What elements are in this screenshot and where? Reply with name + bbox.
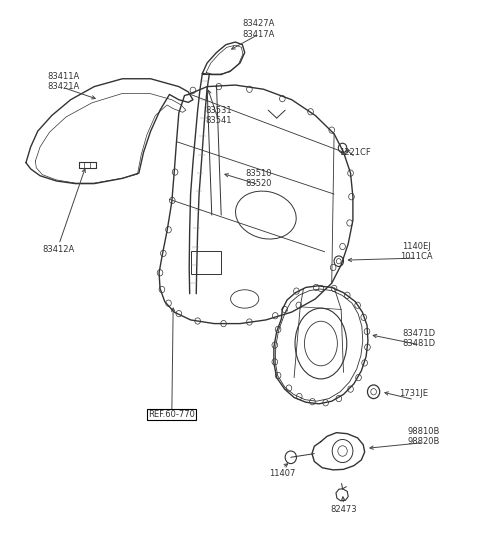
Circle shape (195, 318, 201, 324)
Text: 1221CF: 1221CF (339, 148, 371, 157)
Circle shape (294, 288, 299, 294)
FancyBboxPatch shape (191, 251, 221, 274)
Circle shape (247, 86, 252, 93)
Circle shape (341, 148, 346, 154)
Circle shape (355, 302, 360, 308)
Circle shape (340, 243, 346, 250)
Circle shape (297, 393, 302, 400)
Circle shape (166, 227, 171, 233)
Circle shape (318, 285, 324, 292)
Circle shape (310, 399, 315, 405)
Circle shape (275, 372, 281, 379)
Text: 83531
83541: 83531 83541 (205, 106, 232, 125)
Circle shape (282, 307, 288, 312)
Circle shape (334, 256, 344, 266)
Circle shape (364, 328, 370, 334)
Circle shape (338, 143, 347, 152)
Circle shape (347, 220, 352, 226)
Text: 83427A
83417A: 83427A 83417A (242, 19, 275, 39)
Circle shape (247, 319, 252, 325)
Text: 82473: 82473 (330, 505, 357, 514)
Text: 1140EJ
1011CA: 1140EJ 1011CA (400, 242, 432, 262)
Circle shape (160, 250, 166, 256)
Circle shape (285, 451, 297, 464)
Circle shape (273, 312, 278, 319)
Text: 83510
83520: 83510 83520 (246, 169, 272, 188)
Circle shape (330, 264, 336, 271)
Circle shape (338, 446, 347, 456)
Text: 83411A
83421A: 83411A 83421A (48, 72, 80, 91)
Circle shape (296, 302, 301, 308)
Text: 11407: 11407 (269, 469, 296, 478)
Circle shape (279, 96, 285, 102)
Circle shape (159, 286, 165, 293)
Circle shape (272, 342, 277, 348)
Text: 83412A: 83412A (43, 244, 75, 254)
Circle shape (308, 109, 313, 115)
Circle shape (216, 83, 222, 90)
Circle shape (362, 360, 368, 366)
Ellipse shape (304, 321, 337, 366)
Circle shape (336, 258, 341, 264)
Circle shape (361, 314, 367, 320)
Circle shape (329, 127, 335, 133)
Text: REF.60-770: REF.60-770 (148, 410, 195, 419)
Circle shape (272, 359, 277, 365)
Circle shape (190, 87, 196, 94)
Circle shape (157, 270, 163, 276)
Ellipse shape (230, 290, 259, 308)
Circle shape (221, 320, 227, 327)
Circle shape (332, 439, 353, 463)
Circle shape (348, 194, 354, 200)
Circle shape (166, 300, 171, 307)
Circle shape (169, 197, 175, 203)
Circle shape (365, 344, 370, 350)
Circle shape (345, 292, 350, 299)
Circle shape (323, 400, 328, 406)
Circle shape (348, 386, 353, 392)
Text: 98810B
98820B: 98810B 98820B (407, 426, 440, 446)
Circle shape (356, 374, 361, 381)
Ellipse shape (236, 191, 296, 239)
Circle shape (176, 310, 181, 317)
Circle shape (313, 284, 319, 291)
Circle shape (348, 170, 353, 176)
Ellipse shape (295, 308, 347, 379)
Text: 1731JE: 1731JE (399, 389, 429, 398)
Text: 83471D
83481D: 83471D 83481D (402, 328, 435, 348)
Circle shape (368, 385, 380, 399)
Circle shape (336, 395, 342, 402)
Circle shape (275, 326, 281, 333)
Circle shape (371, 388, 376, 395)
Circle shape (331, 285, 337, 292)
Circle shape (286, 385, 292, 391)
Circle shape (172, 169, 178, 175)
